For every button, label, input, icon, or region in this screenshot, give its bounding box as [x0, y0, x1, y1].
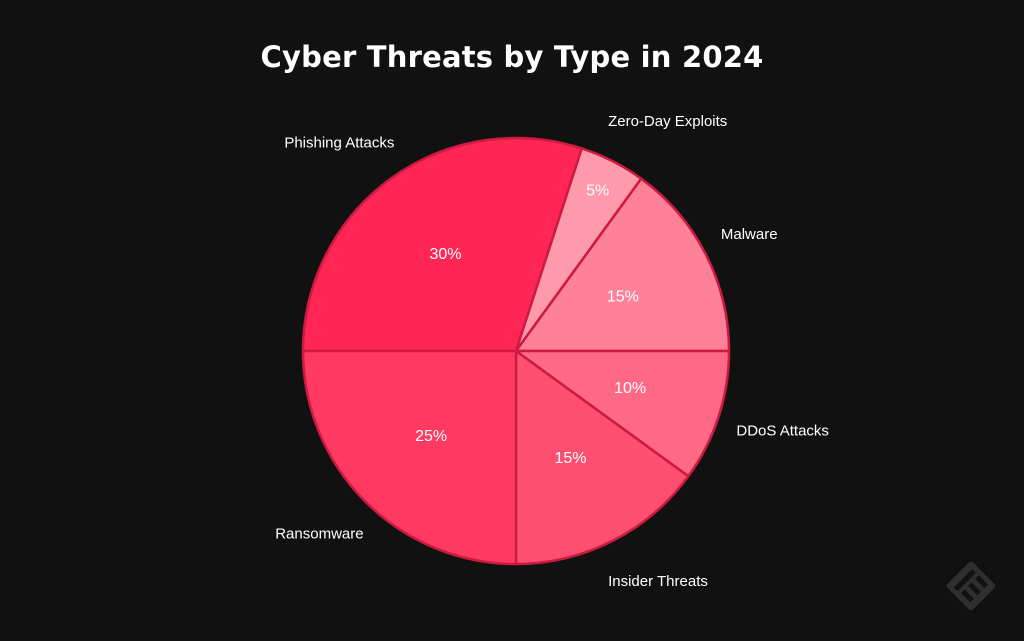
- category-label-ransomware: Ransomware: [275, 525, 363, 542]
- percent-label-ddos-attacks: 10%: [614, 380, 646, 397]
- pie-slice-malware: [514, 177, 731, 353]
- category-label-insider-threats: Insider Threats: [608, 573, 708, 590]
- pie-slices: [301, 136, 731, 566]
- pie-slice-phishing-attacks: [301, 136, 584, 353]
- pie-slice-insider-threats: [514, 349, 690, 566]
- percent-label-malware: 15%: [607, 289, 639, 306]
- percent-label-ransomware: 25%: [415, 428, 447, 445]
- chart-title: Cyber Threats by Type in 2024: [260, 40, 764, 74]
- percent-labels: 30% 5% 15% 10% 15% 25%: [415, 183, 646, 467]
- pie-slice-ransomware: [301, 349, 518, 566]
- percent-label-zero-day-exploits: 5%: [586, 183, 609, 200]
- category-label-ddos-attacks: DDoS Attacks: [736, 423, 829, 440]
- category-label-malware: Malware: [721, 226, 778, 243]
- percent-label-insider-threats: 15%: [554, 450, 586, 467]
- category-label-phishing-attacks: Phishing Attacks: [284, 134, 394, 151]
- pie-slice-ddos-attacks: [514, 349, 731, 478]
- category-labels: Phishing Attacks Zero-Day Exploits Malware…: [275, 113, 829, 590]
- brand-logo-icon: [946, 561, 996, 611]
- percent-label-phishing-attacks: 30%: [429, 246, 461, 263]
- category-label-zero-day-exploits: Zero-Day Exploits: [608, 113, 727, 130]
